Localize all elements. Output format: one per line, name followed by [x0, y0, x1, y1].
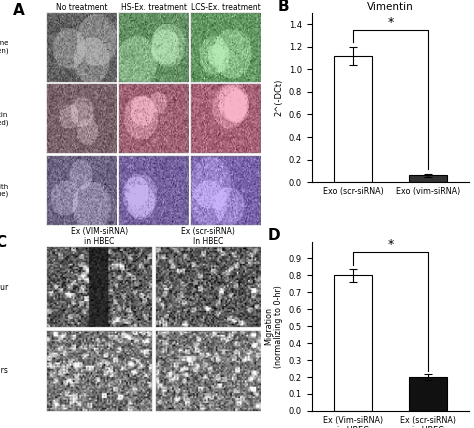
Y-axis label: 12-hours: 12-hours	[0, 366, 9, 375]
Y-axis label: Merged with
DAPI (Blue): Merged with DAPI (Blue)	[0, 184, 9, 197]
Text: B: B	[277, 0, 289, 14]
Y-axis label: 2^(-DCt): 2^(-DCt)	[274, 79, 283, 116]
Title: Ex (scr-siRNA)
In HBEC: Ex (scr-siRNA) In HBEC	[181, 227, 235, 247]
Title: Vimentin: Vimentin	[367, 2, 414, 12]
Bar	[409, 377, 447, 411]
Y-axis label: Exosome
(Green): Exosome (Green)	[0, 41, 9, 54]
Bar	[409, 175, 447, 182]
Y-axis label: Vimentin
(Red): Vimentin (Red)	[0, 112, 9, 125]
Title: HS-Ex. treatment: HS-Ex. treatment	[121, 3, 187, 12]
Text: *: *	[387, 16, 393, 29]
Title: Ex (VIM-siRNA)
in HBEC: Ex (VIM-siRNA) in HBEC	[71, 227, 128, 247]
Bar	[334, 56, 372, 182]
Text: C: C	[0, 235, 7, 250]
Bar	[334, 275, 372, 411]
Title: No treatment: No treatment	[56, 3, 108, 12]
Text: *: *	[387, 238, 393, 251]
Text: A: A	[13, 3, 25, 18]
Y-axis label: 0-hour: 0-hour	[0, 283, 9, 292]
Title: LCS-Ex. treatment: LCS-Ex. treatment	[191, 3, 260, 12]
Text: D: D	[268, 228, 280, 243]
Y-axis label: Migration
(normalizing to 0-hr): Migration (normalizing to 0-hr)	[264, 285, 283, 368]
